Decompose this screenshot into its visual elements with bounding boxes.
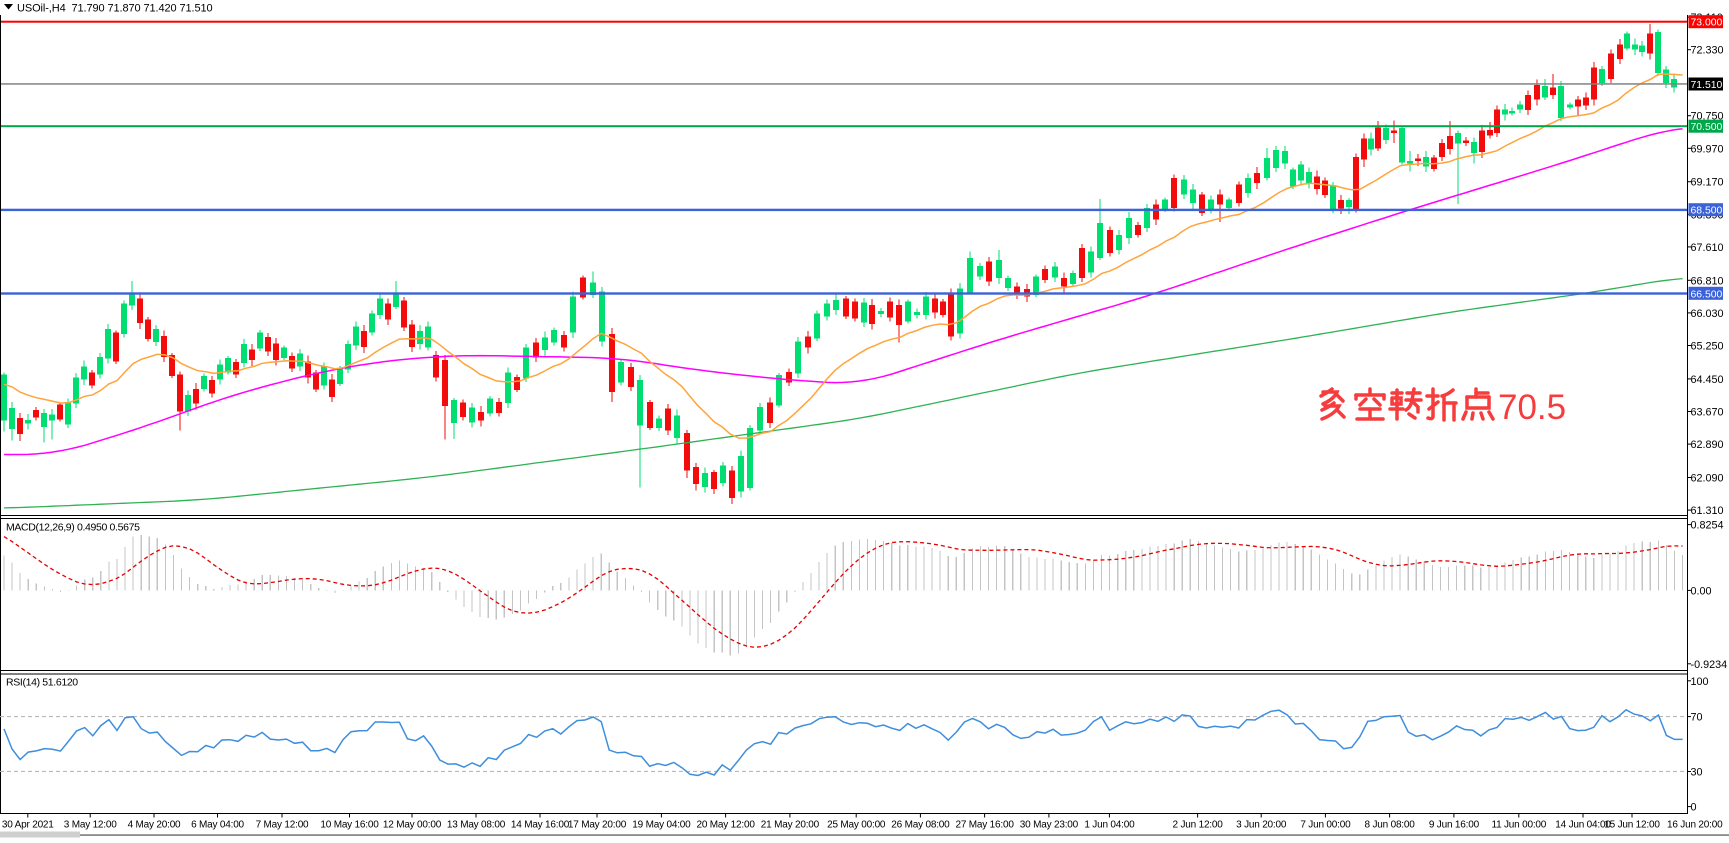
svg-text:70: 70	[1691, 712, 1703, 724]
svg-text:6 May 04:00: 6 May 04:00	[191, 820, 244, 831]
svg-text:73.000: 73.000	[1691, 18, 1723, 29]
svg-text:MACD(12,26,9) 0.4950 0.5675: MACD(12,26,9) 0.4950 0.5675	[6, 522, 140, 534]
svg-text:3 May 12:00: 3 May 12:00	[64, 820, 117, 831]
svg-text:16 Jun 20:00: 16 Jun 20:00	[1667, 820, 1723, 831]
svg-text:30 Apr 2021: 30 Apr 2021	[2, 820, 54, 831]
svg-text:26 May 08:00: 26 May 08:00	[891, 820, 950, 831]
svg-text:21 May 20:00: 21 May 20:00	[761, 820, 820, 831]
svg-text:2 Jun 12:00: 2 Jun 12:00	[1173, 820, 1224, 831]
svg-text:17 May 20:00: 17 May 20:00	[568, 820, 627, 831]
svg-text:25 May 00:00: 25 May 00:00	[827, 820, 886, 831]
svg-text:0.8254: 0.8254	[1691, 520, 1724, 532]
svg-text:30: 30	[1691, 767, 1703, 779]
svg-text:19 May 04:00: 19 May 04:00	[632, 820, 691, 831]
svg-text:11 Jun 00:00: 11 Jun 00:00	[1491, 820, 1546, 831]
svg-text:9 Jun 16:00: 9 Jun 16:00	[1429, 820, 1480, 831]
svg-text:64.450: 64.450	[1691, 374, 1724, 386]
svg-text:71.510: 71.510	[1691, 80, 1723, 91]
svg-text:69.170: 69.170	[1691, 177, 1724, 189]
svg-text:10 May 16:00: 10 May 16:00	[320, 820, 379, 831]
svg-text:70.5: 70.5	[1498, 388, 1566, 427]
svg-text:67.610: 67.610	[1691, 242, 1724, 254]
svg-text:14 Jun 04:00: 14 Jun 04:00	[1555, 820, 1611, 831]
svg-text:65.250: 65.250	[1691, 341, 1724, 353]
svg-text:0.00: 0.00	[1691, 585, 1712, 597]
svg-text:13 May 08:00: 13 May 08:00	[447, 820, 506, 831]
svg-text:20 May 12:00: 20 May 12:00	[696, 820, 755, 831]
svg-text:15 Jun 12:00: 15 Jun 12:00	[1604, 820, 1660, 831]
svg-text:7 May 12:00: 7 May 12:00	[256, 820, 309, 831]
svg-text:100: 100	[1691, 676, 1709, 688]
svg-text:14 May 16:00: 14 May 16:00	[511, 820, 570, 831]
svg-text:7 Jun 00:00: 7 Jun 00:00	[1300, 820, 1351, 831]
svg-text:USOil-,H4 71.790 71.870 71.42: USOil-,H4 71.790 71.870 71.420 71.510	[17, 3, 213, 15]
svg-text:62.890: 62.890	[1691, 439, 1724, 451]
svg-text:66.030: 66.030	[1691, 308, 1724, 320]
svg-text:27 May 16:00: 27 May 16:00	[955, 820, 1014, 831]
svg-text:4 May 20:00: 4 May 20:00	[128, 820, 181, 831]
svg-text:1 Jun 04:00: 1 Jun 04:00	[1084, 820, 1135, 831]
svg-text:0: 0	[1691, 802, 1697, 814]
svg-text:72.330: 72.330	[1691, 45, 1724, 57]
svg-text:70.500: 70.500	[1691, 122, 1723, 133]
svg-text:-0.9234: -0.9234	[1691, 659, 1728, 671]
svg-text:68.500: 68.500	[1691, 206, 1723, 217]
svg-text:RSI(14) 51.6120: RSI(14) 51.6120	[6, 677, 78, 689]
svg-text:66.500: 66.500	[1691, 289, 1723, 300]
svg-text:63.670: 63.670	[1691, 407, 1724, 419]
svg-text:69.970: 69.970	[1691, 143, 1724, 155]
svg-text:12 May 00:00: 12 May 00:00	[383, 820, 442, 831]
svg-text:3 Jun 20:00: 3 Jun 20:00	[1236, 820, 1287, 831]
svg-text:61.310: 61.310	[1691, 505, 1724, 517]
svg-text:66.810: 66.810	[1691, 275, 1724, 287]
svg-text:8 Jun 08:00: 8 Jun 08:00	[1365, 820, 1416, 831]
svg-text:62.090: 62.090	[1691, 473, 1724, 485]
svg-text:30 May 23:00: 30 May 23:00	[1020, 820, 1079, 831]
